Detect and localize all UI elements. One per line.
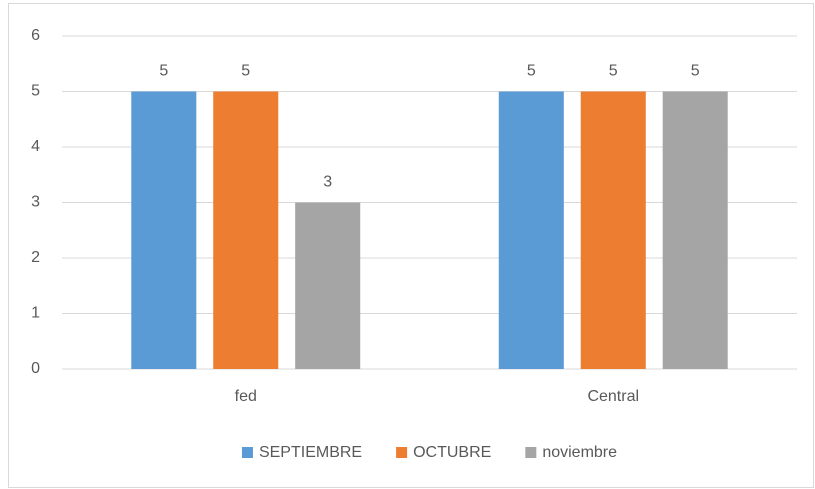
data-label: 5	[527, 63, 536, 80]
data-label: 5	[609, 63, 618, 80]
data-label: 5	[159, 63, 168, 80]
legend-label: OCTUBRE	[413, 444, 491, 461]
data-label: 3	[323, 174, 332, 191]
y-tick-label: 1	[31, 305, 40, 322]
legend-label: SEPTIEMBRE	[259, 444, 362, 461]
legend-label: noviembre	[542, 444, 617, 461]
bar	[498, 91, 564, 369]
y-tick-label: 0	[31, 360, 40, 377]
legend-swatch	[525, 447, 537, 458]
bar	[131, 91, 197, 369]
data-label: 5	[691, 63, 700, 80]
bar	[213, 91, 279, 369]
bar	[662, 91, 728, 369]
data-label: 5	[241, 63, 250, 80]
legend-swatch	[241, 447, 253, 458]
y-tick-label: 6	[31, 27, 40, 44]
y-tick-label: 2	[31, 249, 40, 266]
y-tick-label: 3	[31, 194, 40, 211]
y-tick-label: 5	[31, 83, 40, 100]
bar	[580, 91, 646, 369]
bar	[295, 202, 361, 369]
legend-swatch	[396, 447, 408, 458]
y-tick-label: 4	[31, 138, 40, 155]
x-tick-label: fed	[235, 388, 257, 405]
x-tick-label: Central	[587, 388, 639, 405]
